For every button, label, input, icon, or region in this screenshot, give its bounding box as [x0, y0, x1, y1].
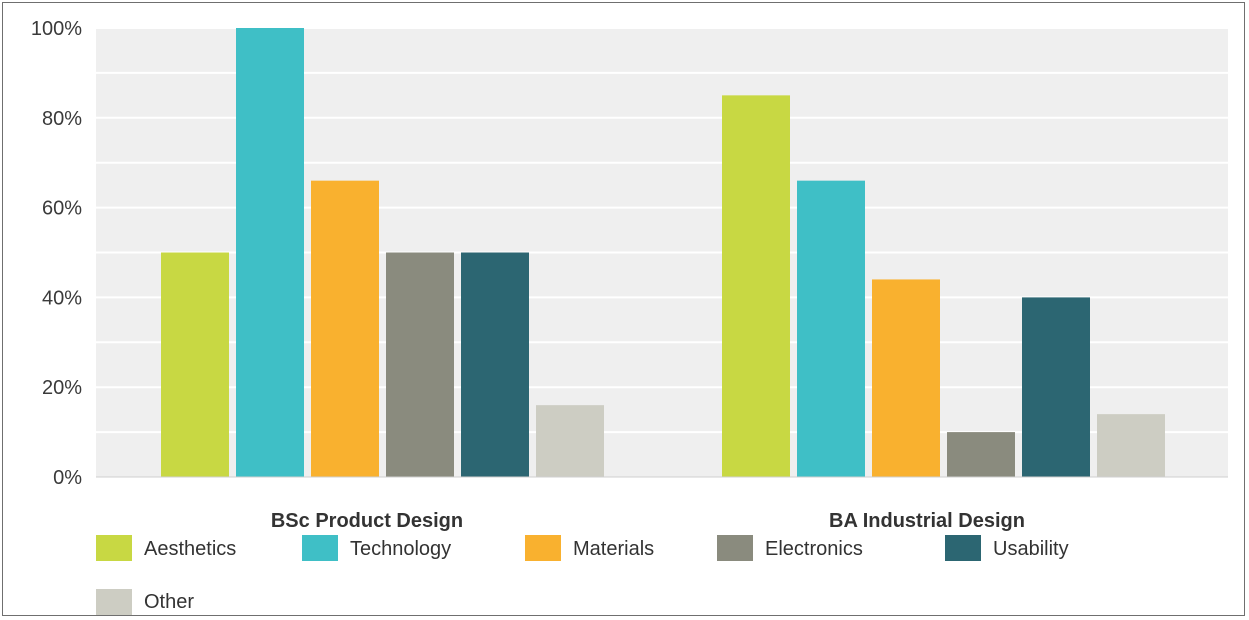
y-tick-label: 100%: [31, 18, 82, 40]
y-tick-label: 60%: [42, 198, 82, 220]
legend-swatch-other: [96, 589, 132, 615]
bar-other-ba-industrial-design: [1097, 414, 1165, 477]
bar-materials-ba-industrial-design: [872, 279, 940, 477]
legend-swatch-materials: [525, 535, 561, 561]
legend-swatch-electronics: [717, 535, 753, 561]
legend-label-aesthetics: Aesthetics: [144, 538, 236, 560]
bar-aesthetics-bsc-product-design: [161, 252, 229, 477]
bar-technology-ba-industrial-design: [797, 180, 865, 477]
bar-usability-bsc-product-design: [461, 252, 529, 477]
bar-electronics-ba-industrial-design: [947, 432, 1015, 477]
bar-electronics-bsc-product-design: [386, 252, 454, 477]
legend-label-usability: Usability: [993, 538, 1069, 560]
y-tick-label: 80%: [42, 108, 82, 130]
legend-label-materials: Materials: [573, 538, 654, 560]
category-label: BA Industrial Design: [829, 510, 1025, 532]
bar-aesthetics-ba-industrial-design: [722, 95, 790, 477]
legend-swatch-technology: [302, 535, 338, 561]
bar-usability-ba-industrial-design: [1022, 297, 1090, 477]
legend-label-electronics: Electronics: [765, 538, 863, 560]
category-label: BSc Product Design: [271, 510, 463, 532]
legend-swatch-usability: [945, 535, 981, 561]
legend-label-other: Other: [144, 591, 194, 613]
bar-materials-bsc-product-design: [311, 180, 379, 477]
y-tick-label: 40%: [42, 287, 82, 309]
bar-technology-bsc-product-design: [236, 28, 304, 477]
legend-swatch-aesthetics: [96, 535, 132, 561]
y-tick-label: 20%: [42, 377, 82, 399]
y-tick-label: 0%: [53, 467, 82, 489]
bar-other-bsc-product-design: [536, 405, 604, 477]
legend-label-technology: Technology: [350, 538, 451, 560]
